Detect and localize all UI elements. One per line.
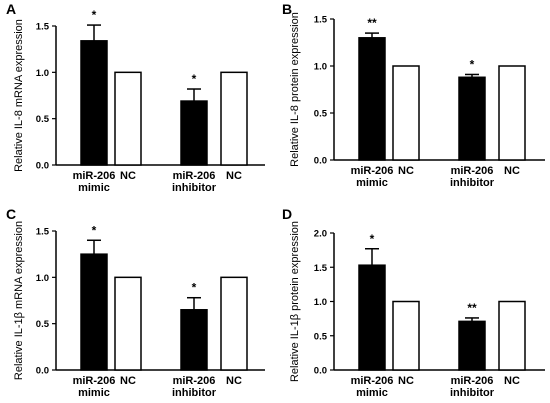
x-category-label: NC: [226, 170, 242, 182]
significance-marker: **: [367, 16, 377, 30]
significance-marker: *: [92, 8, 97, 22]
bar: [80, 40, 108, 166]
y-tick-label: 1.5: [36, 22, 50, 33]
y-tick-label: 0.0: [36, 161, 49, 172]
x-category-label: miR-206 inhibitor: [450, 375, 495, 399]
y-tick-label: 1.5: [314, 15, 328, 26]
bar: [220, 276, 248, 371]
bar: [220, 71, 248, 166]
x-category-label: NC: [226, 375, 242, 387]
x-category-label: miR-206 mimic: [351, 165, 394, 189]
y-tick-label: 1.0: [314, 62, 327, 73]
bar: [498, 65, 526, 161]
bar: [114, 71, 142, 166]
chart-panel-a: A Relative IL-8 mRNA expression 0.0 0.5 1.0 1…: [6, 1, 265, 194]
y-tick-label: 0.0: [314, 156, 327, 167]
panel-letter: A: [6, 1, 16, 17]
y-tick-label: 0.0: [314, 366, 327, 377]
significance-marker: *: [192, 72, 197, 86]
x-category-label: miR-206 inhibitor: [450, 165, 495, 189]
x-category-label: miR-206 mimic: [73, 170, 116, 194]
y-tick-label: 0.5: [36, 319, 50, 330]
bar: [358, 264, 386, 371]
y-axis-label: Relative IL-8 protein expression: [289, 12, 301, 167]
bar: [498, 300, 526, 371]
x-category-label: miR-206 inhibitor: [172, 170, 217, 194]
bar: [458, 320, 486, 371]
significance-marker: *: [192, 281, 197, 295]
y-tick-label: 2.0: [314, 229, 327, 240]
x-category-label: NC: [504, 165, 520, 177]
x-category-label: NC: [120, 375, 136, 387]
y-tick-label: 0.0: [36, 366, 49, 377]
bar: [80, 253, 108, 371]
x-category-label: NC: [504, 375, 520, 387]
significance-marker: *: [470, 57, 475, 71]
x-category-label: miR-206 mimic: [73, 375, 116, 399]
bar: [180, 309, 208, 371]
panel-letter: B: [282, 1, 292, 17]
x-category-label: NC: [120, 170, 136, 182]
y-tick-label: 0.5: [314, 109, 328, 120]
bar: [180, 100, 208, 166]
y-tick-label: 1.0: [314, 297, 327, 308]
bar: [114, 276, 142, 371]
y-tick-label: 1.5: [36, 227, 50, 238]
x-category-label: miR-206 mimic: [351, 375, 394, 399]
x-category-label: miR-206 inhibitor: [172, 375, 217, 399]
y-tick-label: 0.5: [314, 331, 328, 342]
x-category-label: NC: [398, 375, 414, 387]
y-tick-label: 1.0: [36, 68, 49, 79]
significance-marker: *: [370, 232, 375, 246]
y-tick-label: 1.0: [36, 273, 49, 284]
bar: [358, 37, 386, 161]
panel-letter: D: [282, 206, 292, 222]
y-axis-label: Relative IL-8 mRNA expression: [13, 19, 25, 172]
bar: [392, 65, 420, 161]
x-category-label: NC: [398, 165, 414, 177]
y-axis-label: Relative IL-1β mRNA expression: [13, 221, 25, 380]
significance-marker: *: [92, 223, 97, 237]
y-tick-label: 1.5: [314, 263, 328, 274]
significance-marker: **: [467, 301, 477, 315]
y-axis-label: Relative IL-1β protein expression: [289, 221, 301, 382]
bar: [458, 76, 486, 161]
bar: [392, 300, 420, 371]
panel-letter: C: [6, 206, 16, 222]
y-tick-label: 0.5: [36, 114, 50, 125]
